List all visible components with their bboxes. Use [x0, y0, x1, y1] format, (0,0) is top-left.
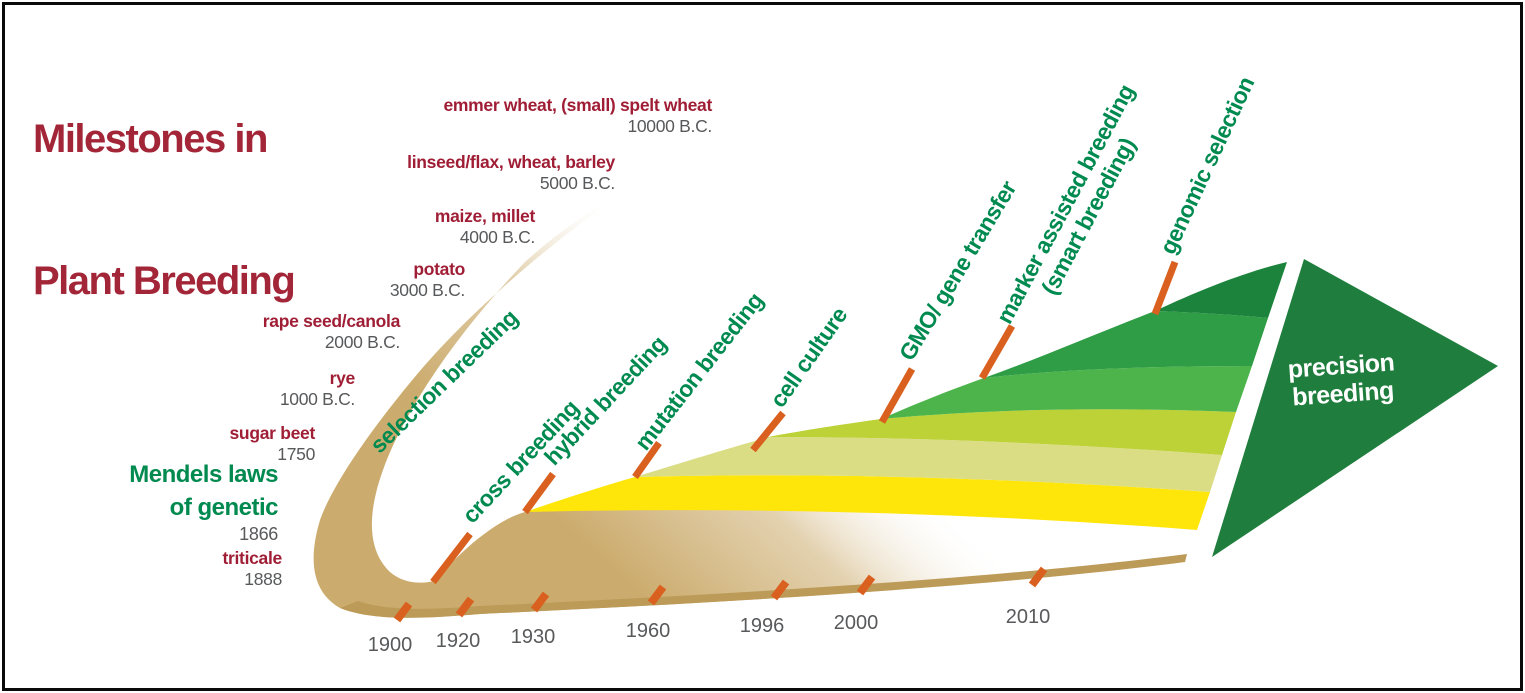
crop-date: 2000 B.C. [324, 332, 400, 352]
crop-date: 1750 [277, 444, 315, 464]
tick-genomic-selection [1151, 260, 1179, 316]
crop-name: rape seed/canola [262, 311, 401, 331]
band-hybrid [525, 475, 1210, 530]
crop-date: 4000 B.C. [459, 227, 535, 247]
crop-name: rye [329, 368, 356, 388]
year-tick-1900 [393, 601, 413, 623]
year-tick-1920 [455, 596, 475, 618]
year-label-1996: 1996 [739, 615, 785, 637]
year-tick-1996 [770, 579, 790, 601]
band-mutation [635, 437, 1222, 492]
crop-date: 1000 B.C. [279, 389, 355, 409]
crop-name: potato [413, 259, 465, 279]
milestone-maize-millet: maize, millet 4000 B.C. [215, 206, 535, 248]
milestone-rape-seed-canola: rape seed/canola 2000 B.C. [80, 311, 401, 353]
year-tick-2010 [1028, 566, 1048, 588]
band-genomic [1155, 262, 1287, 318]
crop-date: 3000 B.C. [389, 280, 465, 300]
crop-name: linseed/flax, wheat, barley [407, 152, 615, 172]
page-title-line2: Plant Breeding [33, 258, 296, 303]
year-label-1920: 1920 [435, 630, 481, 652]
year-ticks [393, 566, 1048, 623]
year-label-1960: 1960 [625, 620, 671, 642]
crop-name: sugar beet [229, 423, 316, 443]
page-title: Milestones in Plant Breeding [33, 22, 296, 400]
crop-name: Mendels laws [129, 461, 278, 488]
milestone-sugar-beet: sugar beet 1750 [0, 423, 316, 465]
tick-mutation-breeding [632, 440, 662, 480]
year-label-1900: 1900 [367, 634, 413, 656]
tick-gmo [878, 367, 916, 424]
tick-cross-breeding [430, 531, 473, 585]
crop-date: 5000 B.C. [539, 173, 615, 193]
milestone-linseed-flax: linseed/flax, wheat, barley 5000 B.C. [295, 152, 615, 194]
crop-date: 1866 [239, 524, 278, 544]
crop-name: maize, millet [434, 206, 535, 226]
milestone-rye: rye 1000 B.C. [35, 368, 355, 410]
milestone-emmer-wheat: emmer wheat, (small) spelt wheat 10000 B… [392, 95, 712, 137]
band-selection-swoosh [313, 196, 1197, 618]
arrow-precision-breeding [1212, 259, 1498, 557]
year-label-2000: 2000 [833, 612, 879, 634]
year-label-2010: 2010 [1005, 606, 1051, 628]
tick-hybrid-breeding [522, 471, 556, 515]
tick-cell-culture [750, 410, 786, 453]
method-ticks [430, 260, 1179, 585]
crop-date: 1888 [244, 569, 282, 589]
milestone-mendels-laws: Mendels laws of genetic 1866 [0, 458, 278, 545]
crop-name: emmer wheat, (small) spelt wheat [443, 95, 712, 115]
year-tick-2000 [856, 574, 876, 596]
band-marker-assisted [984, 311, 1268, 378]
crop-name: triticale [222, 548, 282, 568]
year-tick-1960 [647, 584, 667, 606]
tick-marker-assisted [978, 324, 1016, 380]
year-tick-1930 [530, 591, 550, 613]
milestone-triticale: triticale 1888 [0, 548, 282, 590]
band-gmo [881, 366, 1252, 419]
page-title-line1: Milestones in [33, 117, 268, 162]
milestone-potato: potato 3000 B.C. [145, 259, 465, 301]
year-label-1930: 1930 [510, 626, 556, 648]
crop-name-line2: of genetic [169, 494, 279, 521]
band-bottom-edge [340, 554, 1187, 618]
crop-date: 10000 B.C. [627, 116, 712, 136]
